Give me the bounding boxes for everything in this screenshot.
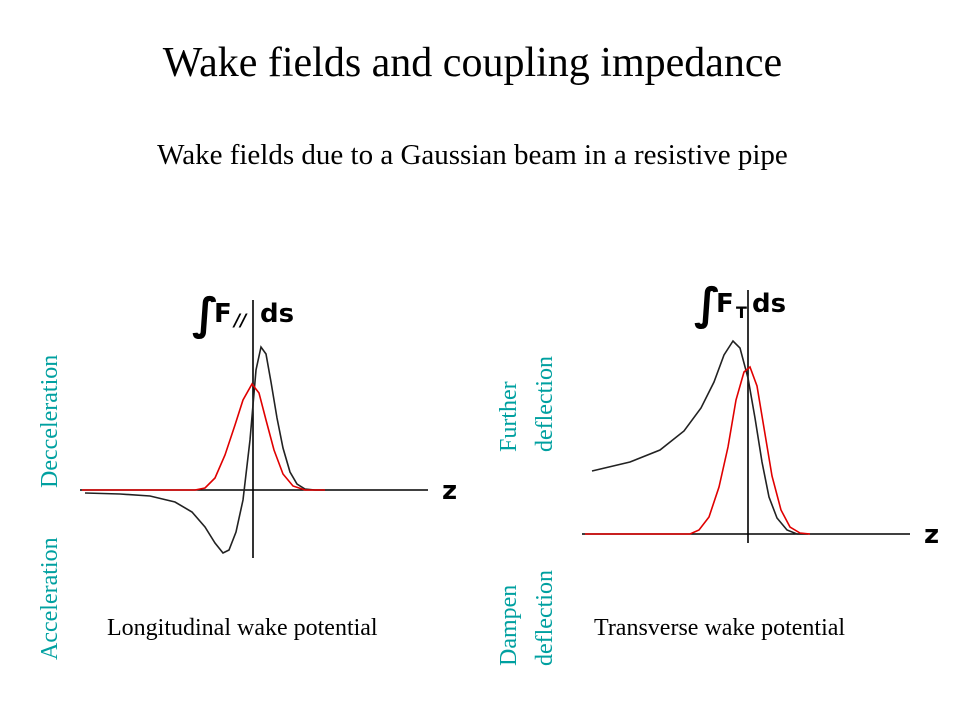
transverse-beam-curve bbox=[585, 365, 811, 535]
transverse-integral-f: F bbox=[716, 289, 734, 319]
further-label-line2: deflection bbox=[532, 356, 558, 452]
longitudinal-integral-sign: ∫ bbox=[192, 289, 219, 340]
transverse-integral-subscript: T bbox=[736, 303, 747, 322]
longitudinal-z-label: z bbox=[442, 476, 457, 506]
longitudinal-integral-f: F bbox=[214, 299, 232, 329]
longitudinal-beam-curve bbox=[82, 382, 325, 491]
acceleration-label: Acceleration bbox=[37, 537, 63, 660]
longitudinal-integral-ds: ds bbox=[260, 299, 294, 329]
slide-title: Wake fields and coupling impedance bbox=[162, 40, 783, 86]
further-label-line1: Further bbox=[496, 381, 522, 452]
transverse-integral-ds: ds bbox=[752, 289, 786, 319]
transverse-z-label: z bbox=[924, 520, 939, 550]
transverse-caption: Transverse wake potential bbox=[594, 615, 846, 641]
slide-subtitle: Wake fields due to a Gaussian beam in a … bbox=[157, 139, 788, 171]
transverse-integral-sign: ∫ bbox=[694, 279, 721, 330]
dampen-label-line2: deflection bbox=[532, 570, 558, 666]
transverse-wake-curve bbox=[591, 339, 808, 535]
longitudinal-caption: Longitudinal wake potential bbox=[107, 615, 378, 641]
longitudinal-wake-curve bbox=[84, 345, 325, 555]
dampen-label-line1: Dampen bbox=[496, 584, 522, 666]
deceleration-label: Decceleration bbox=[37, 354, 63, 488]
longitudinal-integral-subscript: // bbox=[232, 311, 248, 331]
